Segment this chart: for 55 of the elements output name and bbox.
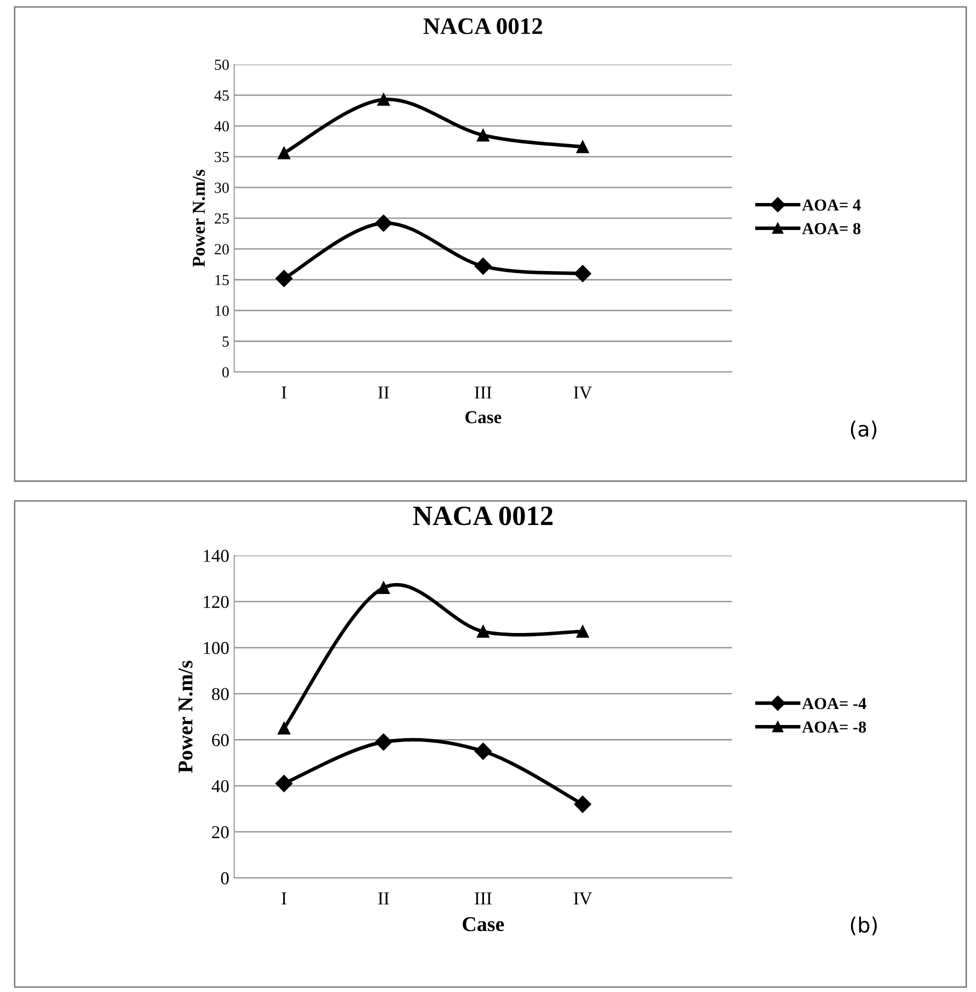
x-axis-title: Case bbox=[465, 411, 502, 424]
x-tick-label: III bbox=[474, 386, 492, 398]
x-tick-label: I bbox=[282, 386, 286, 398]
point bbox=[474, 742, 492, 760]
x-tick-label: II bbox=[378, 892, 389, 904]
y-tick-label: 25 bbox=[214, 213, 229, 224]
x-tick-label: III bbox=[474, 892, 492, 904]
legend-label: AOA= -8 bbox=[802, 721, 866, 733]
y-tick-label: 5 bbox=[222, 336, 229, 347]
point bbox=[476, 128, 490, 142]
point bbox=[278, 146, 290, 160]
y-tick-label: 30 bbox=[214, 182, 229, 193]
y-tick-label: 100 bbox=[204, 642, 229, 654]
point bbox=[576, 625, 589, 638]
x-tick-label: IV bbox=[574, 892, 592, 905]
y-axis-title: Power N.m/s bbox=[192, 170, 205, 267]
y-tick-label: 45 bbox=[214, 90, 229, 101]
point bbox=[275, 270, 293, 288]
y-tick-label: 140 bbox=[204, 550, 229, 562]
x-tick-label: I bbox=[282, 892, 286, 904]
chart-title: NACA 0012 bbox=[424, 18, 542, 34]
point bbox=[574, 796, 592, 813]
point bbox=[375, 734, 392, 751]
x-axis-title: Case bbox=[462, 917, 504, 932]
y-tick-label: 40 bbox=[212, 780, 229, 792]
y-axis-title: Power N.m/s bbox=[178, 660, 193, 773]
y-tick-label: 20 bbox=[212, 826, 229, 838]
y-tick-label: 10 bbox=[215, 306, 229, 316]
legend-label: AOA= -4 bbox=[802, 698, 866, 710]
point bbox=[476, 625, 490, 638]
x-tick-label: II bbox=[378, 386, 389, 398]
y-tick-label: 60 bbox=[212, 734, 229, 746]
point bbox=[275, 774, 293, 792]
chart-title: NACA 0012 bbox=[413, 506, 553, 526]
point bbox=[278, 722, 290, 734]
point bbox=[576, 140, 589, 154]
y-tick-label: 80 bbox=[212, 688, 229, 700]
point bbox=[474, 258, 492, 275]
legend-label: AOA= 8 bbox=[802, 222, 860, 234]
y-tick-label: 35 bbox=[214, 152, 229, 162]
point bbox=[375, 214, 392, 232]
legend-label: AOA= 4 bbox=[802, 199, 861, 211]
x-tick-label: IV bbox=[574, 386, 592, 399]
point bbox=[377, 93, 390, 106]
y-tick-label: 15 bbox=[215, 274, 229, 286]
text: (a) bbox=[850, 420, 876, 440]
text: (b) bbox=[850, 916, 877, 936]
point bbox=[574, 265, 592, 282]
y-tick-label: 0 bbox=[222, 367, 229, 378]
y-tick-label: 0 bbox=[221, 872, 229, 884]
point bbox=[377, 582, 390, 594]
y-tick-label: 20 bbox=[214, 244, 229, 254]
y-tick-label: 120 bbox=[204, 596, 229, 608]
y-tick-label: 40 bbox=[214, 121, 229, 132]
y-tick-label: 50 bbox=[214, 60, 229, 70]
